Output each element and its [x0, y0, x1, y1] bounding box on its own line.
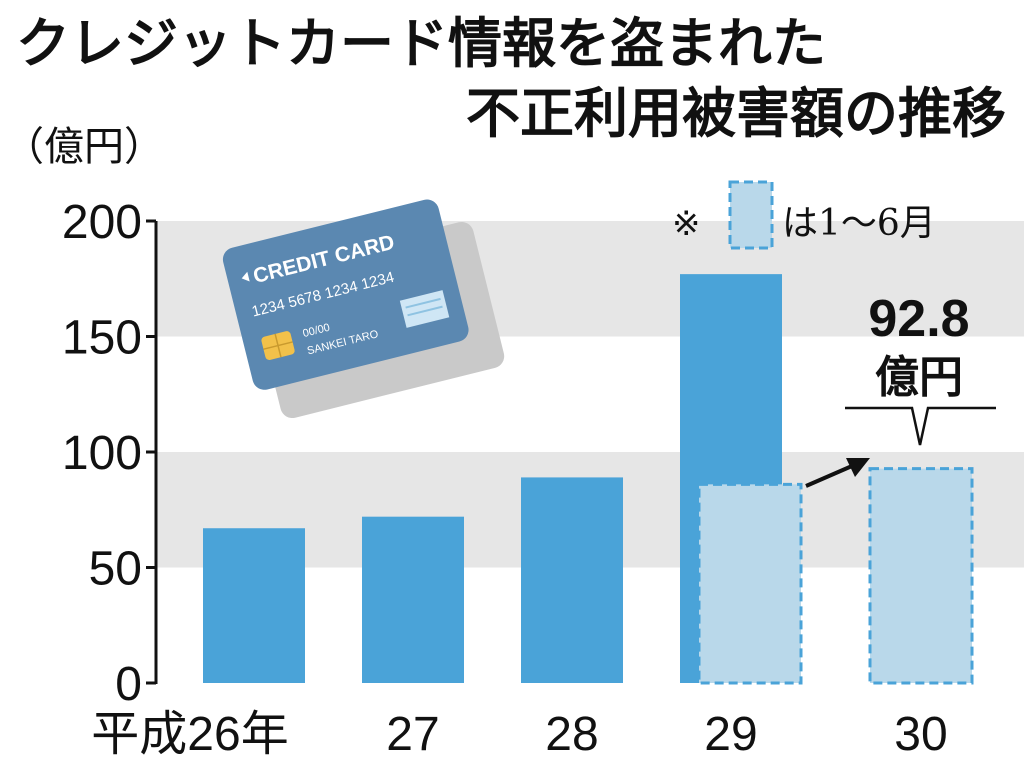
credit-card-illustration: CREDIT CARD 1234 5678 1234 1234 00/00 SA… [222, 199, 505, 419]
annotation-callout: 92.8 億円 [845, 290, 996, 446]
card-arrow-icon [241, 271, 250, 282]
annotation-unit: 億円 [875, 352, 963, 403]
x-category-label-1: 27 [386, 708, 439, 761]
annotation-pointer [845, 406, 996, 446]
bar-2 [521, 477, 623, 683]
legend-swatch [728, 180, 774, 250]
bar-partial-4 [868, 467, 974, 685]
chart-title-line-2: 不正利用被害額の推移 [466, 82, 1006, 145]
bar-partial-3 [697, 482, 803, 685]
x-category-label-4: 30 [894, 708, 947, 761]
x-category-labels: 平成26年 27 28 29 30 [91, 708, 947, 761]
bars-group [203, 274, 974, 685]
y-tick-label-2: 100 [62, 427, 142, 480]
y-unit-label: （億円） [4, 124, 164, 170]
y-tick-label-1: 50 [89, 543, 142, 596]
legend-label: は1〜6月 [782, 203, 936, 244]
bar-1 [362, 516, 464, 683]
legend: ※ は1〜6月 [672, 180, 936, 250]
bar-0 [203, 528, 305, 683]
y-tick-label-3: 150 [62, 312, 142, 365]
trend-arrow [805, 458, 870, 488]
trend-arrowhead [846, 458, 870, 477]
y-ticks: 0 50 100 150 200 [62, 196, 156, 711]
trend-arrow-line [805, 464, 853, 488]
x-category-label-0: 平成26年 [91, 708, 288, 761]
chart-title-line-1: クレジットカード情報を盗まれた [16, 12, 826, 75]
x-category-label-2: 28 [545, 708, 598, 761]
y-tick-label-0: 0 [115, 658, 142, 711]
annotation-value: 92.8 [868, 290, 969, 348]
y-tick-label-4: 200 [62, 196, 142, 249]
x-category-label-3: 29 [704, 708, 757, 761]
legend-symbol: ※ [672, 204, 701, 244]
